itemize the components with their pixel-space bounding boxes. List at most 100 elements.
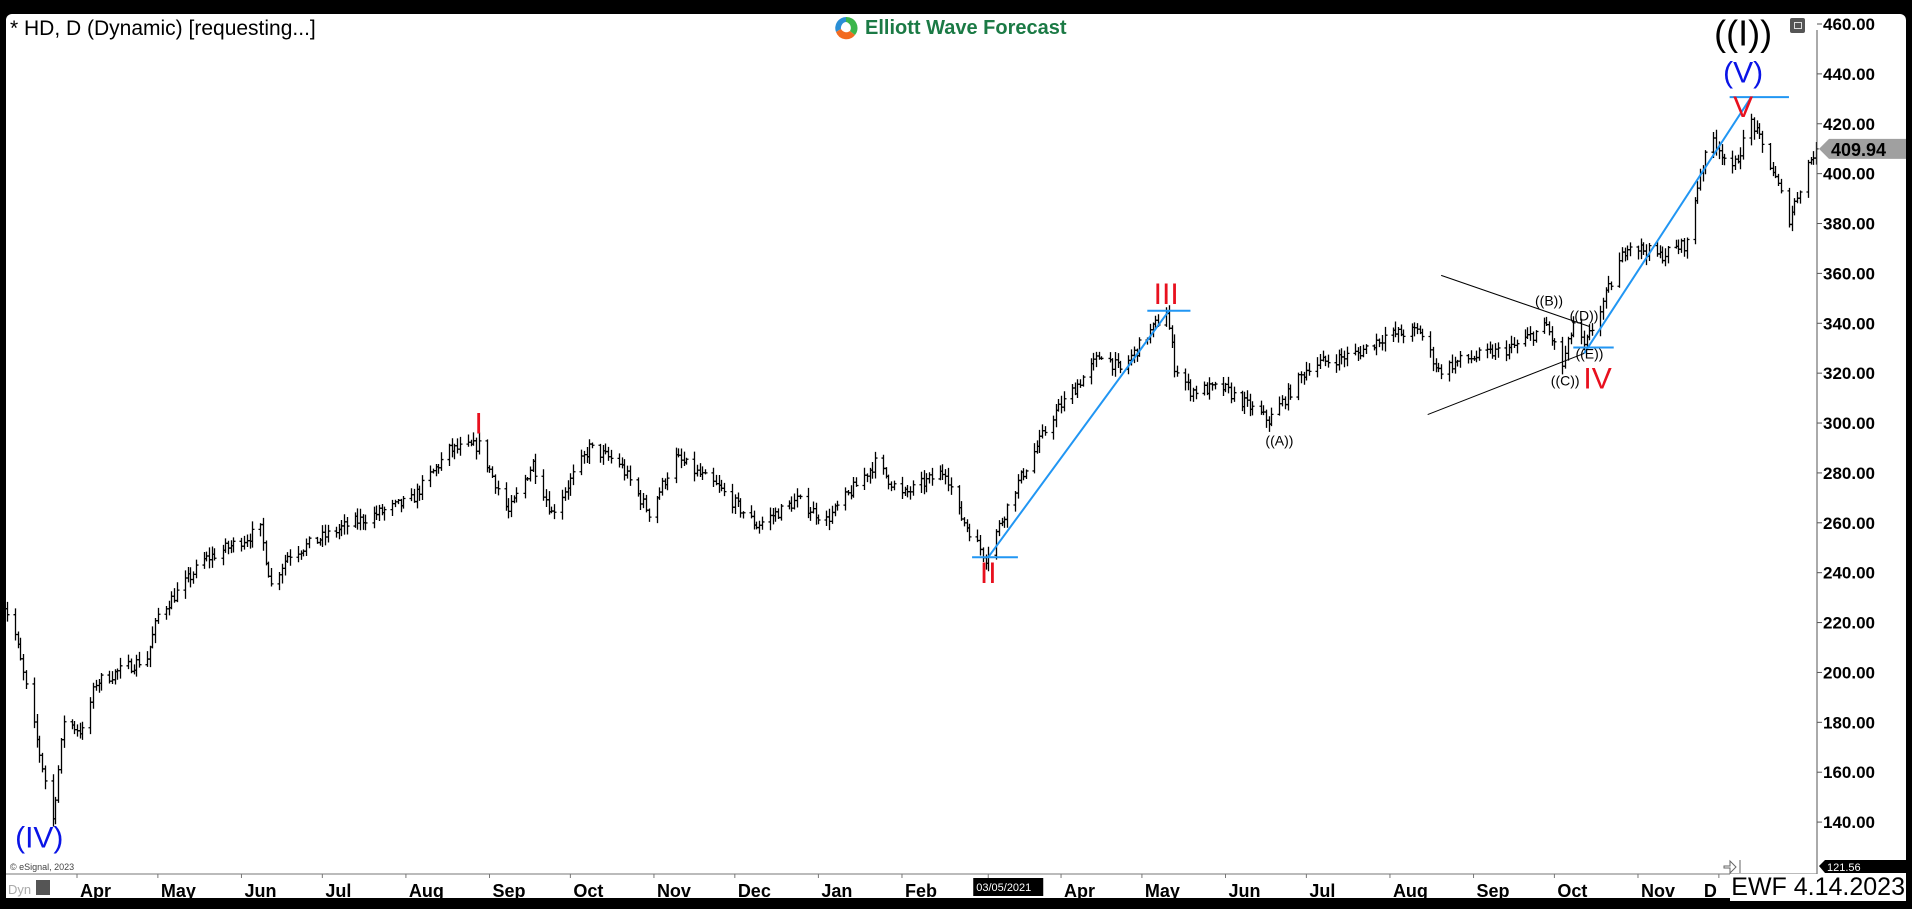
copyright: © eSignal, 2023 — [10, 862, 75, 872]
chart-title: * HD, D (Dynamic) [requesting...] — [10, 17, 316, 40]
price-bar — [1264, 409, 1269, 428]
price-bar — [949, 477, 954, 495]
price-bar — [458, 436, 463, 456]
price-bar — [1768, 143, 1773, 171]
price-tick-label: 420.00 — [1823, 115, 1875, 134]
price-bar — [1439, 364, 1444, 380]
price-bar — [827, 508, 832, 531]
price-bar — [250, 521, 255, 548]
time-tick-label: Oct — [573, 881, 603, 901]
price-bar — [779, 504, 784, 521]
price-bar — [1504, 340, 1509, 362]
price-bar — [1032, 443, 1037, 474]
price-bar — [1730, 150, 1735, 174]
price-bar — [738, 498, 743, 518]
time-tick-label: Sep — [1477, 881, 1510, 901]
price-bar — [420, 475, 425, 500]
price-bar — [811, 501, 816, 514]
price-tick-label: 460.00 — [1823, 15, 1875, 34]
price-tick-label: 260.00 — [1823, 514, 1875, 533]
time-tick-label: Aug — [409, 881, 444, 901]
price-bar — [191, 571, 196, 584]
trendline — [987, 310, 1170, 558]
wave-label: ((I)) — [1714, 13, 1772, 54]
time-tick-label: Dec — [738, 881, 771, 901]
price-bar — [1552, 338, 1557, 350]
wave-labels: (IV)IIIIIIIVV(V)((I))((A))((B))((C))((D)… — [15, 13, 1772, 855]
price-bar — [886, 474, 891, 490]
price-bar — [5, 601, 10, 622]
price-bar — [582, 450, 587, 464]
scroll-to-end-icon[interactable] — [1723, 859, 1741, 875]
time-tick-label: Nov — [657, 881, 691, 901]
price-bar — [541, 469, 546, 501]
price-bar — [194, 559, 199, 579]
price-bar — [183, 570, 188, 599]
price-bar — [307, 536, 312, 549]
price-bar — [239, 537, 244, 552]
price-bar — [1118, 360, 1123, 374]
restore-window-icon[interactable] — [1790, 18, 1805, 33]
price-tick-label: 440.00 — [1823, 65, 1875, 84]
price-bar — [1210, 382, 1215, 391]
price-bar — [1078, 379, 1083, 388]
wave-label: (V) — [1723, 56, 1763, 89]
last-price-label: 409.94 — [1831, 140, 1886, 160]
price-tick-label: 220.00 — [1823, 614, 1875, 633]
price-bar — [1534, 330, 1539, 343]
price-bar — [1299, 371, 1304, 384]
price-bar — [99, 673, 104, 691]
price-bar — [1304, 361, 1309, 381]
price-bar — [1283, 396, 1288, 410]
price-bar — [911, 480, 916, 496]
wave-label: ((E)) — [1575, 346, 1603, 362]
price-tick-label: 360.00 — [1823, 264, 1875, 283]
price-bar — [323, 524, 328, 546]
wave-label: II — [980, 557, 997, 590]
price-bar — [628, 465, 633, 486]
price-bar — [137, 651, 142, 668]
lock-icon[interactable] — [36, 880, 50, 895]
price-bar — [1269, 407, 1274, 427]
wave-label: V — [1733, 91, 1753, 124]
price-tick-label: 400.00 — [1823, 165, 1875, 184]
time-tick-label: Jul — [1309, 881, 1335, 901]
price-bar — [625, 465, 630, 479]
dyn-label[interactable]: Dyn — [8, 882, 32, 897]
price-bar — [175, 582, 180, 603]
lower-price-label: 121.56 — [1827, 862, 1861, 874]
price-bar — [1043, 426, 1048, 436]
price-bar — [1345, 346, 1350, 367]
price-bar — [1226, 376, 1231, 394]
price-bar — [930, 467, 935, 486]
price-bar — [37, 735, 42, 763]
price-bar — [1094, 351, 1099, 368]
time-tick-label: Apr — [80, 881, 111, 901]
price-bar — [579, 449, 584, 476]
price-bar — [80, 721, 85, 740]
price-bar — [1288, 384, 1293, 400]
price-bar — [1447, 360, 1452, 382]
wave-label: ((D)) — [1570, 308, 1599, 324]
price-bar — [1779, 178, 1784, 194]
price-bar — [110, 671, 115, 685]
price-bar — [1277, 396, 1282, 416]
wave-label: ((A)) — [1265, 432, 1293, 448]
price-bar — [1682, 238, 1687, 257]
price-bar — [1229, 382, 1234, 404]
time-tick-label: May — [161, 881, 196, 901]
price-bar — [1081, 375, 1086, 387]
price-bar — [1202, 381, 1207, 396]
price-bar — [1326, 354, 1331, 368]
price-bar — [768, 507, 773, 531]
time-tick-label: Oct — [1557, 881, 1587, 901]
price-bar — [1401, 329, 1406, 344]
price-bar — [1628, 242, 1633, 257]
price-bar — [962, 517, 967, 527]
price-bar — [617, 453, 622, 468]
time-tick-label: Jun — [244, 881, 276, 901]
price-bar — [1566, 336, 1571, 361]
price-bar — [1450, 354, 1455, 374]
price-bar — [13, 608, 18, 641]
